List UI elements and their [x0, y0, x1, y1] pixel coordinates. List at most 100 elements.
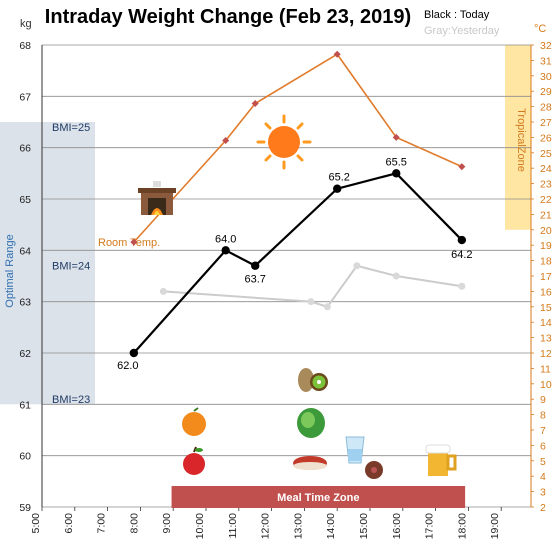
x-tick-label: 6:00 [63, 513, 75, 534]
fireplace-icon [138, 181, 176, 215]
chart-title: Intraday Weight Change (Feb 23, 2019) [45, 6, 411, 28]
today-point [221, 246, 230, 255]
room-temp-point [392, 133, 400, 141]
y2-tick-label: 10 [540, 379, 552, 391]
yesterday-point [307, 298, 315, 306]
y2-tick-label: 29 [540, 86, 552, 98]
yesterday-point [353, 262, 361, 270]
y2-tick-label: 7 [540, 425, 546, 437]
y2-tick-label: 30 [540, 71, 552, 83]
steak-icon [293, 456, 327, 470]
y2-tick-label: 21 [540, 209, 552, 221]
y2-tick-label: 6 [540, 440, 546, 452]
today-data-label: 65.2 [328, 172, 349, 184]
right-axis-unit: °C [534, 23, 546, 35]
yesterday-point [323, 303, 331, 311]
optimal-range-label: Optimal Range [4, 234, 16, 307]
x-tick-label: 11:00 [227, 513, 239, 539]
series-yesterday [159, 262, 466, 311]
left-y-tick-labels: 59 60 61 62 63 64 65 66 67 68 [19, 40, 31, 514]
y-tick-label: 68 [19, 40, 31, 52]
y2-tick-label: 22 [540, 194, 552, 206]
left-axis-unit: kg [20, 18, 32, 30]
y2-tick-label: 13 [540, 333, 552, 345]
y2-tick-label: 25 [540, 148, 552, 160]
y2-tick-label: 27 [540, 117, 552, 129]
x-tick-label: 7:00 [96, 513, 108, 534]
yesterday-line [163, 264, 462, 308]
x-tick-label: 9:00 [161, 513, 173, 534]
x-tick-label: 17:00 [424, 513, 436, 539]
y-tick-label: 64 [19, 245, 31, 257]
y2-tick-label: 12 [540, 348, 552, 360]
y-tick-label: 66 [19, 143, 31, 155]
y2-tick-label: 3 [540, 487, 546, 499]
lettuce-icon [297, 408, 325, 438]
x-tick-label: 15:00 [358, 513, 370, 539]
meal-time-zone-bar [171, 486, 466, 508]
orange-icon [182, 407, 206, 436]
y2-tick-label: 8 [540, 410, 546, 422]
today-data-label: 62.0 [117, 360, 138, 372]
x-tick-label: 8:00 [128, 513, 140, 534]
series-room-temp [130, 50, 466, 246]
room-temp-point [222, 136, 230, 145]
y2-tick-label: 26 [540, 132, 552, 144]
room-temp-point [458, 163, 466, 171]
room-temp-point [130, 238, 138, 246]
y2-tick-label: 15 [540, 302, 552, 314]
x-tick-label: 13:00 [292, 513, 304, 539]
room-temp-point [333, 50, 341, 58]
y-tick-label: 62 [19, 348, 31, 360]
apple-icon [183, 446, 205, 475]
yesterday-point [159, 287, 167, 295]
today-line [133, 172, 463, 354]
y2-tick-label: 4 [540, 471, 546, 483]
x-tick-labels: 5:00 6:00 7:00 8:00 9:00 10:00 11:00 12:00 13:00… [30, 507, 502, 539]
y-tick-label: 59 [19, 502, 31, 514]
today-point [333, 184, 342, 193]
y-tick-label: 60 [19, 451, 31, 463]
room-temp-label: Room Temp. [98, 237, 160, 249]
water-glass-icon [345, 436, 365, 464]
bmi-24-label: BMI=24 [52, 261, 90, 273]
today-point [457, 235, 467, 245]
y2-tick-label: 28 [540, 102, 552, 114]
y-tick-label: 67 [19, 91, 31, 103]
beer-icon [425, 444, 457, 476]
today-data-label: 64.2 [451, 249, 472, 261]
today-point [129, 348, 139, 358]
bmi-23-label: BMI=23 [52, 394, 90, 406]
kiwi-icon [310, 373, 328, 391]
y-tick-label: 63 [19, 297, 31, 309]
y2-tick-label: 9 [540, 394, 546, 406]
y2-tick-label: 17 [540, 271, 552, 283]
today-data-label: 65.5 [386, 156, 407, 168]
y2-tick-label: 24 [540, 163, 552, 175]
room-temp-line [133, 53, 463, 243]
legend-yesterday: Gray:Yesterday [424, 25, 500, 37]
optimal-range-band [0, 122, 95, 405]
series-today: 62.0 64.0 63.7 65.2 65.5 64.2 [117, 156, 472, 372]
today-point [392, 169, 401, 178]
x-tick-label: 19:00 [489, 513, 501, 539]
today-data-label: 63.7 [244, 274, 265, 286]
today-data-label: 64.0 [215, 233, 236, 245]
tropical-zone-label: TropicalZone [515, 108, 527, 172]
right-y-tick-labels: 2345678910111213141516171819202122232425… [531, 40, 552, 514]
y2-tick-label: 23 [540, 179, 552, 191]
y2-tick-label: 5 [540, 456, 546, 468]
x-tick-label: 14:00 [325, 513, 337, 539]
x-tick-label: 12:00 [260, 513, 272, 539]
legend-today: Black : Today [424, 9, 490, 21]
today-point [251, 261, 260, 270]
y2-tick-label: 18 [540, 256, 552, 268]
y2-tick-label: 20 [540, 225, 552, 237]
y2-tick-label: 14 [540, 317, 552, 329]
yesterday-point [392, 272, 400, 280]
x-tick-label: 18:00 [456, 513, 468, 539]
yesterday-point [458, 282, 466, 290]
x-tick-label: 10:00 [194, 513, 206, 539]
sausage-icon [365, 461, 383, 479]
